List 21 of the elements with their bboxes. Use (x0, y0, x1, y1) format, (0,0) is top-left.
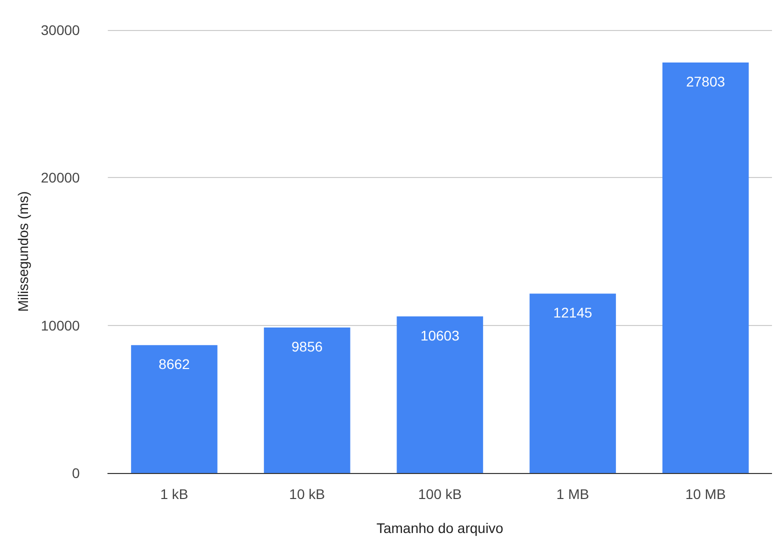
x-axis-title: Tamanho do arquivo (376, 520, 504, 536)
x-tick-label: 10 MB (685, 486, 726, 502)
bar (530, 294, 616, 473)
y-tick-label: 0 (72, 465, 80, 481)
y-axis-title: Milissegundos (ms) (15, 191, 31, 312)
bar (662, 62, 749, 473)
data-label: 8662 (158, 356, 190, 372)
data-label: 12145 (553, 304, 592, 321)
x-tick-label: 1 kB (160, 486, 188, 502)
data-label: 10603 (420, 327, 460, 344)
bar (131, 345, 218, 473)
x-tick-label: 10 kB (289, 486, 325, 502)
x-tick-label: 100 kB (418, 486, 462, 502)
data-label: 9856 (292, 338, 323, 354)
data-label: 27803 (686, 73, 726, 90)
y-tick-label: 30000 (40, 22, 80, 38)
bar (264, 327, 350, 473)
y-tick-label: 20000 (40, 170, 80, 186)
y-tick-label: 10000 (40, 317, 80, 334)
bar (396, 316, 484, 473)
x-tick-label: 1 MB (556, 486, 590, 502)
